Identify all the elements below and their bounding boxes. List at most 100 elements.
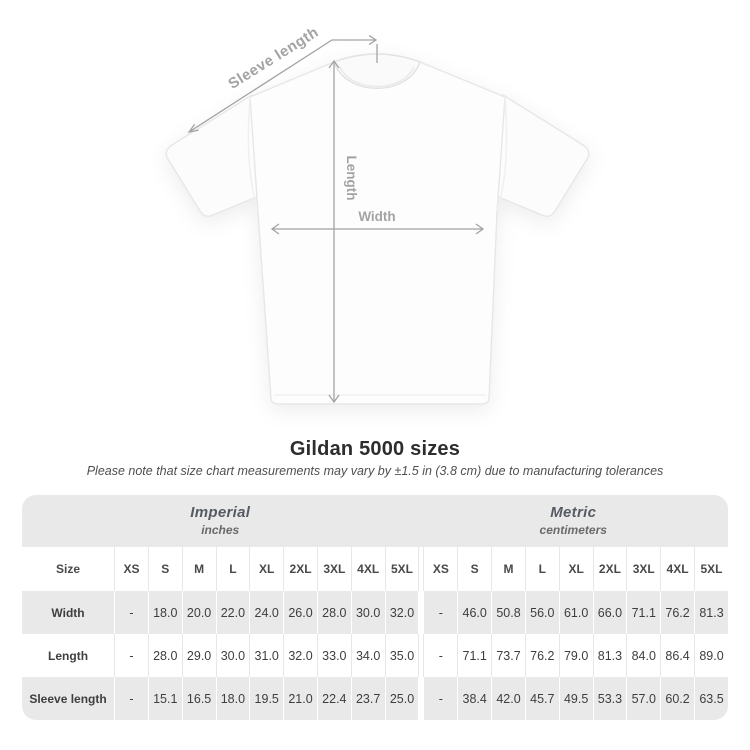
- cell: 49.5: [558, 677, 593, 720]
- cell: 23.7: [350, 677, 385, 720]
- length-arrowhead-bottom: [328, 394, 340, 404]
- tolerance-note: Please note that size chart measurements…: [86, 464, 664, 478]
- size-col-metric: 5XL: [693, 547, 728, 591]
- cell: 61.0: [558, 591, 593, 634]
- cell: 71.1: [457, 634, 492, 677]
- size-col-imperial: M: [181, 547, 216, 591]
- unit-group-row: Imperial inches Metric centimeters: [22, 495, 728, 547]
- cell: 84.0: [626, 634, 661, 677]
- cell: 15.1: [147, 677, 182, 720]
- cell: 29.0: [181, 634, 216, 677]
- length-arrowhead-top: [328, 59, 340, 69]
- table-row-width: Width - 18.0 20.0 22.0 24.0 26.0 28.0 30…: [22, 591, 728, 634]
- cell: 38.4: [457, 677, 492, 720]
- cell: 22.0: [215, 591, 250, 634]
- cell: 28.0: [147, 634, 182, 677]
- group-label: Metric: [550, 504, 597, 521]
- cell: 20.0: [181, 591, 216, 634]
- measurement-arrows: [187, 34, 485, 404]
- size-col-metric: L: [524, 547, 559, 591]
- size-col-imperial: 4XL: [350, 547, 385, 591]
- cell: 30.0: [350, 591, 385, 634]
- cell: 31.0: [249, 634, 284, 677]
- size-col-metric: S: [457, 547, 492, 591]
- cell: 16.5: [181, 677, 216, 720]
- cell: 34.0: [350, 634, 385, 677]
- cell: 57.0: [626, 677, 661, 720]
- group-label: Imperial: [190, 504, 251, 521]
- cell: 89.0: [693, 634, 728, 677]
- cell: 19.5: [249, 677, 284, 720]
- size-col-imperial: 3XL: [316, 547, 351, 591]
- cell: 25.0: [384, 677, 419, 720]
- metric-group-header: Metric centimeters: [418, 495, 728, 547]
- table-row-length: Length - 28.0 29.0 30.0 31.0 32.0 33.0 3…: [22, 634, 728, 677]
- cell: 42.0: [491, 677, 525, 720]
- cell: 66.0: [592, 591, 627, 634]
- size-col-metric: 4XL: [660, 547, 694, 591]
- row-label: Width: [22, 591, 115, 634]
- cell: -: [114, 634, 148, 677]
- size-header-row: Size XS S M L XL 2XL 3XL 4XL 5XL XS S M …: [22, 547, 728, 591]
- cell: 60.2: [660, 677, 694, 720]
- cell: 22.4: [316, 677, 351, 720]
- group-divider: [418, 591, 424, 634]
- cell: 46.0: [457, 591, 492, 634]
- cell: 76.2: [660, 591, 694, 634]
- left-sleeve: [165, 94, 267, 218]
- cell: 79.0: [558, 634, 593, 677]
- cell: 32.0: [283, 634, 317, 677]
- tshirt-measurement-diagram: Sleeve length Length Width: [165, 24, 590, 405]
- imperial-group-header: Imperial inches: [22, 495, 419, 547]
- cell: 76.2: [524, 634, 559, 677]
- cell: 53.3: [592, 677, 627, 720]
- tshirt-illustration: Sleeve length Length Width: [165, 24, 590, 405]
- size-chart-table: Imperial inches Metric centimeters Size …: [22, 495, 728, 720]
- width-arrowhead-left: [270, 223, 280, 235]
- cell: 45.7: [524, 677, 559, 720]
- cell: -: [423, 591, 458, 634]
- cell: 73.7: [491, 634, 525, 677]
- right-armhole-seam: [496, 96, 508, 211]
- cell: 30.0: [215, 634, 250, 677]
- cell: 26.0: [283, 591, 317, 634]
- cell: 81.3: [592, 634, 627, 677]
- cell: -: [114, 591, 148, 634]
- row-label: Sleeve length: [22, 677, 115, 720]
- sleeve-arrowhead-left: [187, 123, 199, 133]
- size-col-metric: M: [491, 547, 525, 591]
- cell: 35.0: [384, 634, 419, 677]
- size-column-header: Size: [22, 547, 115, 591]
- table-row-sleeve-length: Sleeve length - 15.1 16.5 18.0 19.5 21.0…: [22, 677, 728, 720]
- cell: 18.0: [215, 677, 250, 720]
- cell: 50.8: [491, 591, 525, 634]
- cell: 71.1: [626, 591, 661, 634]
- size-col-imperial: L: [215, 547, 250, 591]
- sleeve-arrow-line: [188, 39, 376, 133]
- left-armhole-seam: [247, 96, 259, 211]
- size-col-imperial: 2XL: [283, 547, 317, 591]
- size-col-metric: 2XL: [592, 547, 627, 591]
- length-label: Length: [344, 156, 359, 201]
- sleeve-arrowhead-right: [368, 34, 378, 46]
- size-col-imperial: XL: [249, 547, 284, 591]
- cell: 33.0: [316, 634, 351, 677]
- shirt-body: [249, 61, 506, 405]
- cell: -: [423, 634, 458, 677]
- row-label: Length: [22, 634, 115, 677]
- cell: 86.4: [660, 634, 694, 677]
- cell: 63.5: [693, 677, 728, 720]
- cell: 32.0: [384, 591, 419, 634]
- cell: -: [423, 677, 458, 720]
- collar: [333, 53, 421, 89]
- cell: -: [114, 677, 148, 720]
- size-col-metric: XL: [558, 547, 593, 591]
- size-col-metric: 3XL: [626, 547, 661, 591]
- group-divider: [418, 677, 424, 720]
- cell: 21.0: [283, 677, 317, 720]
- page-title: Gildan 5000 sizes: [289, 438, 461, 460]
- size-col-imperial: XS: [114, 547, 148, 591]
- size-chart: Imperial inches Metric centimeters Size …: [22, 495, 728, 720]
- cell: 24.0: [249, 591, 284, 634]
- group-divider: [418, 547, 424, 591]
